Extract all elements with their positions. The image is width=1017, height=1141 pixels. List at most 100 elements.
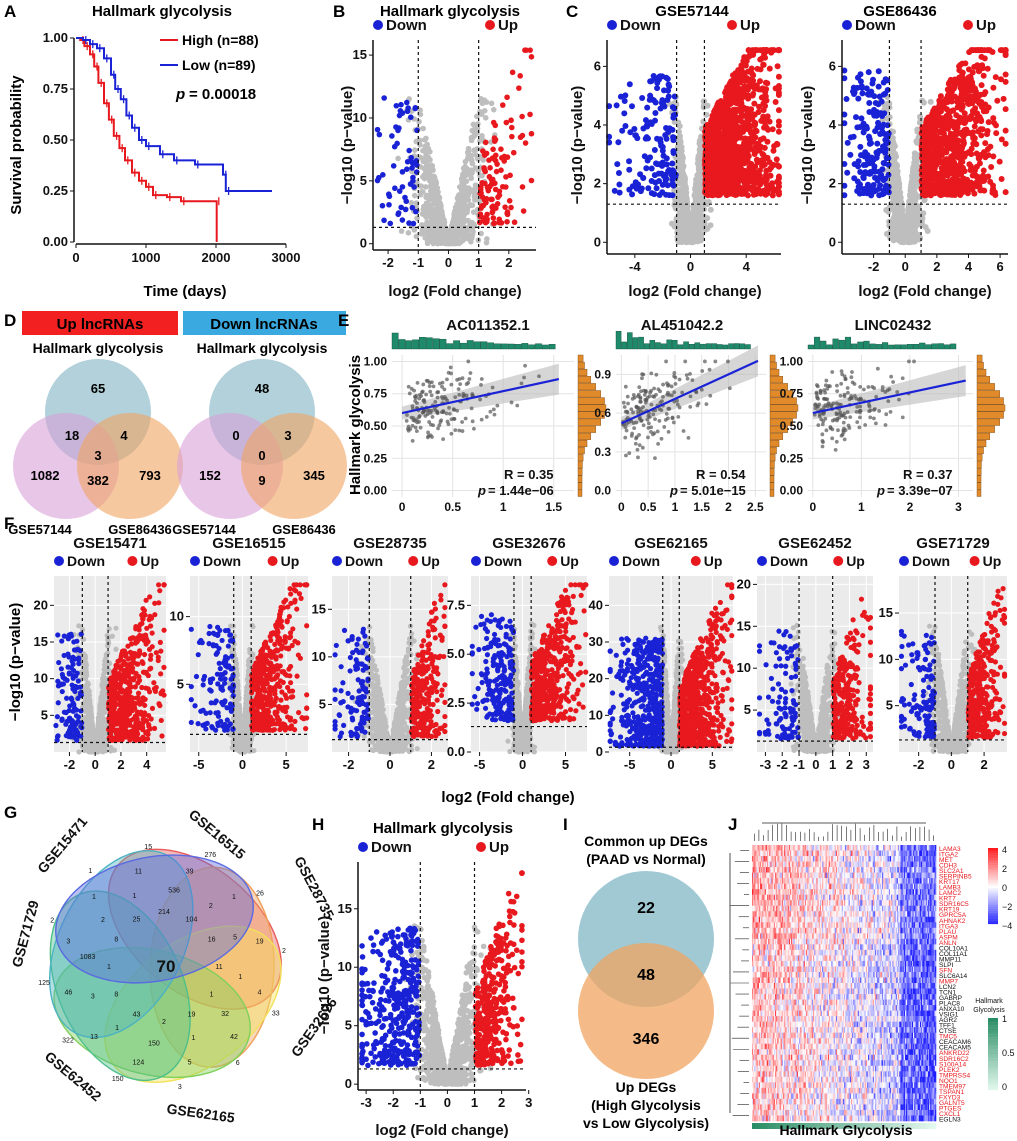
volcano-point <box>464 229 471 236</box>
volcano-point <box>655 170 662 177</box>
x-tick-label: -4 <box>629 259 641 274</box>
km-curve <box>76 37 218 242</box>
volcano-point <box>724 84 731 91</box>
volcano-point <box>680 219 687 226</box>
volcano-point <box>490 220 497 227</box>
volcano-point <box>761 144 768 151</box>
panel-letter-b: B <box>333 2 345 21</box>
y-tick-label: 0 <box>360 236 367 251</box>
volcano-point <box>668 171 675 178</box>
volcano-point <box>960 175 967 182</box>
legend-up-swatch <box>485 20 495 30</box>
volcano-point <box>621 110 628 117</box>
volcano-point <box>909 214 916 221</box>
volcano-point <box>854 187 861 194</box>
volcano-point <box>723 103 730 110</box>
volcano-point <box>478 230 484 237</box>
volcano-point <box>465 224 472 231</box>
volcano-point <box>438 207 445 214</box>
volcano-point <box>731 129 738 136</box>
volcano-point <box>632 132 639 139</box>
volcano-point <box>669 104 676 111</box>
volcano-point <box>408 200 415 206</box>
volcano-point <box>870 181 877 188</box>
x-tick-label: 3000 <box>272 250 301 265</box>
volcano-point <box>707 159 714 166</box>
volcano-point <box>998 175 1005 182</box>
volcano-point <box>866 140 873 147</box>
volcano-point <box>844 139 851 146</box>
volcano-point <box>695 153 702 160</box>
volcano-point <box>924 227 931 234</box>
volcano-point <box>414 127 420 134</box>
volcano-point <box>871 93 878 100</box>
volcano-point <box>707 206 714 213</box>
volcano-point <box>668 220 675 227</box>
volcano-point <box>882 90 889 97</box>
volcano-point <box>619 127 626 134</box>
volcano-point <box>390 163 397 169</box>
volcano-point <box>702 134 709 141</box>
volcano-point <box>881 110 888 117</box>
volcano-point <box>431 173 437 180</box>
volcano-point <box>519 113 525 120</box>
volcano-point <box>882 136 889 143</box>
volcano-point <box>718 122 725 129</box>
volcano-point <box>483 239 490 246</box>
volcano-point <box>504 218 510 225</box>
volcano-point <box>858 115 865 122</box>
volcano-point <box>653 185 660 192</box>
volcano-point <box>872 174 879 181</box>
volcano-point <box>775 107 782 114</box>
volcano-point <box>872 128 879 135</box>
volcano-point <box>486 157 492 163</box>
volcano-point <box>621 98 628 105</box>
volcano-point <box>705 181 712 188</box>
volcano-point <box>744 157 751 164</box>
volcano-point <box>430 167 436 173</box>
volcano-point <box>470 209 477 215</box>
volcano-point <box>772 98 779 105</box>
volcano-point <box>452 213 459 220</box>
volcano-point <box>977 126 984 133</box>
volcano-point <box>665 93 672 100</box>
volcano-point <box>966 116 973 123</box>
volcano-point <box>978 117 985 124</box>
volcano-point <box>502 204 508 210</box>
volcano-point <box>482 217 489 224</box>
volcano-point <box>472 165 479 171</box>
volcano-point <box>992 74 999 81</box>
volcano-point <box>528 54 535 60</box>
volcano-point <box>851 161 858 168</box>
volcano-point <box>465 153 472 160</box>
volcano-point <box>491 135 498 141</box>
volcano-point <box>866 100 873 107</box>
volcano-point <box>456 209 462 216</box>
volcano-point <box>423 135 429 142</box>
volcano-point <box>420 125 426 132</box>
volcano-point <box>720 174 727 181</box>
y-tick-label: 5 <box>360 173 367 188</box>
volcano-point <box>775 89 782 96</box>
volcano-point <box>397 108 404 114</box>
volcano-point <box>876 123 883 130</box>
volcano-point <box>645 185 652 192</box>
volcano-point <box>689 236 696 243</box>
volcano-point <box>399 217 406 223</box>
x-tick-label: 1 <box>475 255 482 270</box>
volcano-point <box>750 90 757 97</box>
volcano-point <box>745 95 752 102</box>
volcano-point <box>419 227 426 233</box>
volcano-point <box>679 164 686 171</box>
volcano-point <box>477 172 483 179</box>
volcano-point <box>917 113 924 120</box>
volcano-point <box>403 99 410 106</box>
volcano-point <box>891 142 898 149</box>
volcano-point <box>665 87 672 94</box>
volcano-point <box>875 83 882 90</box>
volcano-point <box>757 78 764 85</box>
volcano-point <box>483 199 489 206</box>
volcano-point <box>447 235 453 242</box>
volcano-point <box>660 152 667 159</box>
